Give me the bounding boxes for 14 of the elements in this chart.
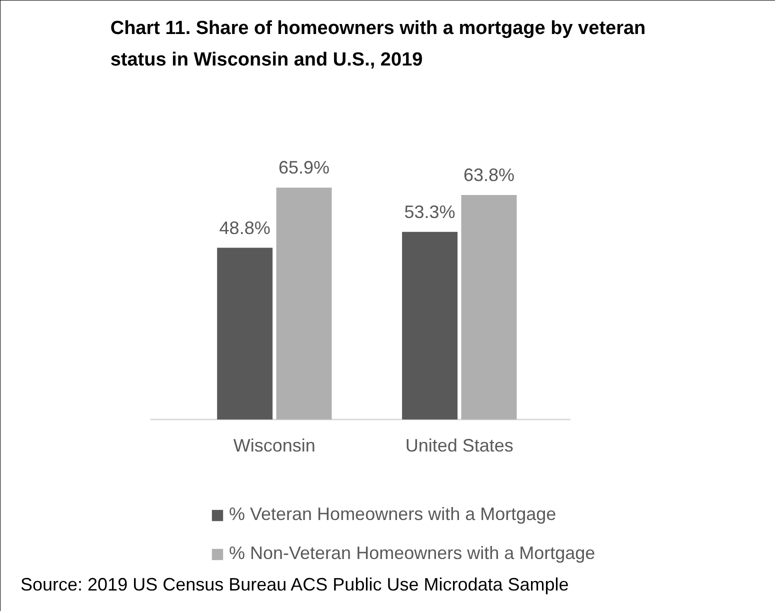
- bar: [461, 194, 517, 420]
- bar: [276, 188, 332, 420]
- chart-title: Chart 11. Share of homeowners with a mortgage by veteran status in Wisconsin and U.S., 2019: [110, 18, 646, 70]
- data-label: 48.8%: [219, 218, 270, 238]
- data-label: 63.8%: [463, 164, 515, 185]
- data-label: 53.3%: [404, 202, 456, 222]
- bar: [402, 232, 458, 420]
- data-label: 65.9%: [278, 158, 330, 178]
- source-note: Source: 2019 US Census Bureau ACS Public Use Microdata Sample: [20, 574, 569, 594]
- legend-label: % Non-Veteran Homeowners with a Mortgage: [229, 543, 596, 564]
- x-tick-label: Wisconsin: [233, 436, 316, 456]
- legend-label: % Veteran Homeowners with a Mortgage: [229, 504, 556, 525]
- bar: [217, 248, 273, 420]
- x-tick-label: United States: [405, 436, 514, 456]
